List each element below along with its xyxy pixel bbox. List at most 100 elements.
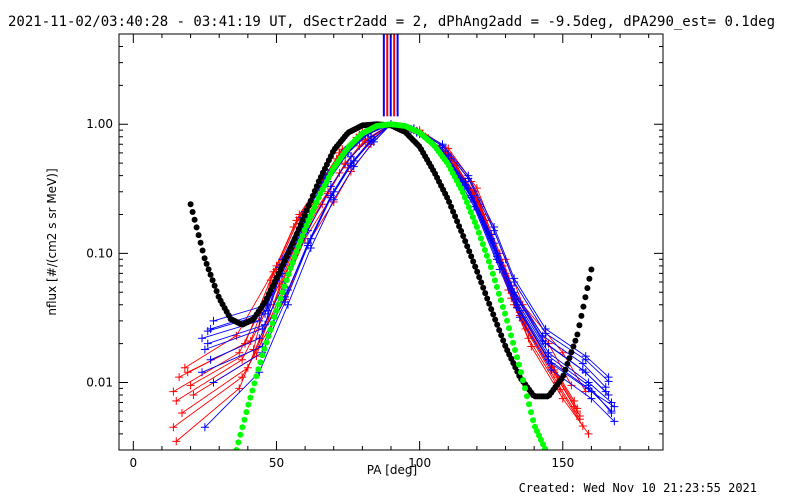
fit-curve-1-dot bbox=[271, 314, 278, 320]
series-19-point-0 bbox=[209, 378, 218, 387]
series-8-point-0 bbox=[172, 437, 181, 446]
series-5-point-14 bbox=[567, 381, 576, 390]
fit-curve-0-dot bbox=[560, 372, 567, 379]
fit-curve-1-dot bbox=[279, 289, 286, 296]
fit-curve-1-dot bbox=[461, 194, 468, 201]
data-layer bbox=[169, 34, 619, 450]
created-timestamp: Created: Wed Nov 10 21:23:55 2021 bbox=[518, 481, 757, 495]
fit-curve-0-dot bbox=[205, 266, 212, 273]
fit-curve-1-dot bbox=[253, 373, 260, 380]
series-6-point-14 bbox=[584, 429, 593, 438]
fit-curve-1-dot bbox=[506, 325, 512, 332]
fit-curve-0-dot bbox=[187, 201, 194, 208]
fit-curve-1-dot bbox=[522, 385, 528, 392]
fit-curve-1-dot bbox=[499, 304, 506, 310]
fit-curve-1-dot bbox=[542, 445, 548, 450]
series-line-13 bbox=[210, 123, 615, 407]
fit-curve-0-dot bbox=[207, 271, 214, 278]
fit-curve-0-dot bbox=[588, 266, 595, 273]
series-8-point-4 bbox=[318, 200, 327, 209]
fit-curve-1-dot bbox=[311, 203, 318, 210]
fit-curve-0-dot bbox=[480, 284, 487, 291]
fit-curve-0-dot bbox=[492, 316, 499, 323]
series-10-point-0 bbox=[198, 334, 207, 343]
fit-curve-1-dot bbox=[303, 222, 310, 229]
fit-curve-1-dot bbox=[502, 310, 508, 317]
series-16-point-1 bbox=[261, 320, 270, 329]
fit-curve-1-dot bbox=[307, 213, 314, 220]
series-19-point-5 bbox=[346, 161, 355, 170]
fit-curve-0-dot bbox=[287, 245, 294, 251]
fit-curve-0-dot bbox=[462, 238, 469, 245]
series-18-point-11 bbox=[490, 226, 499, 235]
fit-curve-0 bbox=[187, 121, 595, 400]
series-17-point-15 bbox=[610, 417, 619, 426]
fit-curve-1-dot bbox=[520, 377, 526, 384]
fit-curve-0-dot bbox=[464, 243, 471, 250]
fit-curve-0-dot bbox=[213, 288, 220, 295]
fit-curve-1-dot bbox=[233, 447, 240, 450]
y-axis-label: nflux [#/(cm2 s sr MeV)] bbox=[45, 168, 59, 315]
fit-curve-1-dot bbox=[251, 380, 258, 387]
fit-curve-0-dot bbox=[199, 247, 206, 254]
fit-curve-0-dot bbox=[496, 327, 503, 334]
fit-curve-0-dot bbox=[201, 255, 208, 262]
series-10-point-1 bbox=[255, 316, 264, 325]
fit-curve-1-dot bbox=[239, 424, 246, 431]
fit-curve-1-dot bbox=[477, 235, 484, 242]
series-line-4 bbox=[184, 123, 587, 392]
series-19-point-6 bbox=[366, 137, 375, 146]
fit-curve-0-dot bbox=[299, 216, 306, 223]
series-19-point-15 bbox=[607, 407, 616, 416]
fit-curve-0-dot bbox=[580, 303, 587, 310]
fit-curve-0-dot bbox=[562, 366, 569, 373]
series-11-point-4 bbox=[326, 182, 335, 191]
fit-curve-0-dot bbox=[456, 223, 463, 230]
series-0-point-0 bbox=[169, 387, 178, 396]
fit-curve-0-dot bbox=[454, 218, 461, 225]
fit-curve-1-dot bbox=[267, 326, 274, 333]
axis-layer: 0 50 100 150 0.01 0.10 1.00 bbox=[86, 33, 663, 470]
fit-curve-1-dot bbox=[259, 352, 266, 359]
fit-curve-0-dot bbox=[448, 203, 455, 210]
fit-curve-0-dot bbox=[301, 212, 308, 219]
fit-curve-0-dot bbox=[494, 321, 501, 328]
fit-curve-0-dot bbox=[486, 300, 493, 307]
series-19-point-13 bbox=[544, 355, 553, 364]
fit-curve-1-dot bbox=[475, 229, 482, 236]
fit-curve-1-dot bbox=[305, 217, 312, 224]
fit-curve-1-dot bbox=[301, 227, 308, 234]
fit-curve-0-dot bbox=[482, 290, 489, 297]
fit-curve-1-dot bbox=[518, 369, 524, 376]
fit-curve-1-dot bbox=[514, 354, 520, 361]
series-6-point-1 bbox=[238, 373, 247, 382]
fit-curve-1-dot bbox=[257, 359, 264, 366]
fit-curve-1-dot bbox=[235, 439, 242, 446]
series-19-point-4 bbox=[326, 193, 335, 202]
fit-curve-1-dot bbox=[485, 258, 492, 265]
fit-curve-1-dot bbox=[313, 199, 320, 206]
fit-curve-1-dot bbox=[471, 219, 478, 226]
fit-curve-1-dot bbox=[524, 393, 530, 400]
fit-curve-1-dot bbox=[487, 264, 494, 271]
fit-curve-0-dot bbox=[470, 258, 477, 265]
fit-curve-0-dot bbox=[289, 240, 296, 247]
fit-curve-1-dot bbox=[528, 409, 534, 416]
series-7-point-5 bbox=[341, 160, 350, 169]
fit-curve-1-dot bbox=[516, 361, 522, 368]
fit-curve-1-dot bbox=[289, 259, 296, 266]
fit-curve-0-dot bbox=[472, 263, 479, 270]
series-2-point-0 bbox=[175, 373, 184, 382]
fit-curve-0-dot bbox=[309, 192, 316, 199]
fit-curve-0-dot bbox=[297, 221, 304, 228]
series-18-point-9 bbox=[438, 141, 447, 150]
fit-curve-1-dot bbox=[510, 339, 516, 346]
fit-curve-1-dot bbox=[309, 208, 316, 215]
series-6-point-12 bbox=[527, 342, 536, 351]
fit-curve-1-dot bbox=[295, 243, 302, 250]
y-tick-label: 1.00 bbox=[86, 117, 113, 131]
series-9-point-0 bbox=[183, 368, 192, 377]
fit-curve-1-dot bbox=[495, 290, 502, 297]
fit-curve-1-dot bbox=[473, 224, 480, 230]
fit-curve-0-dot bbox=[295, 226, 302, 233]
